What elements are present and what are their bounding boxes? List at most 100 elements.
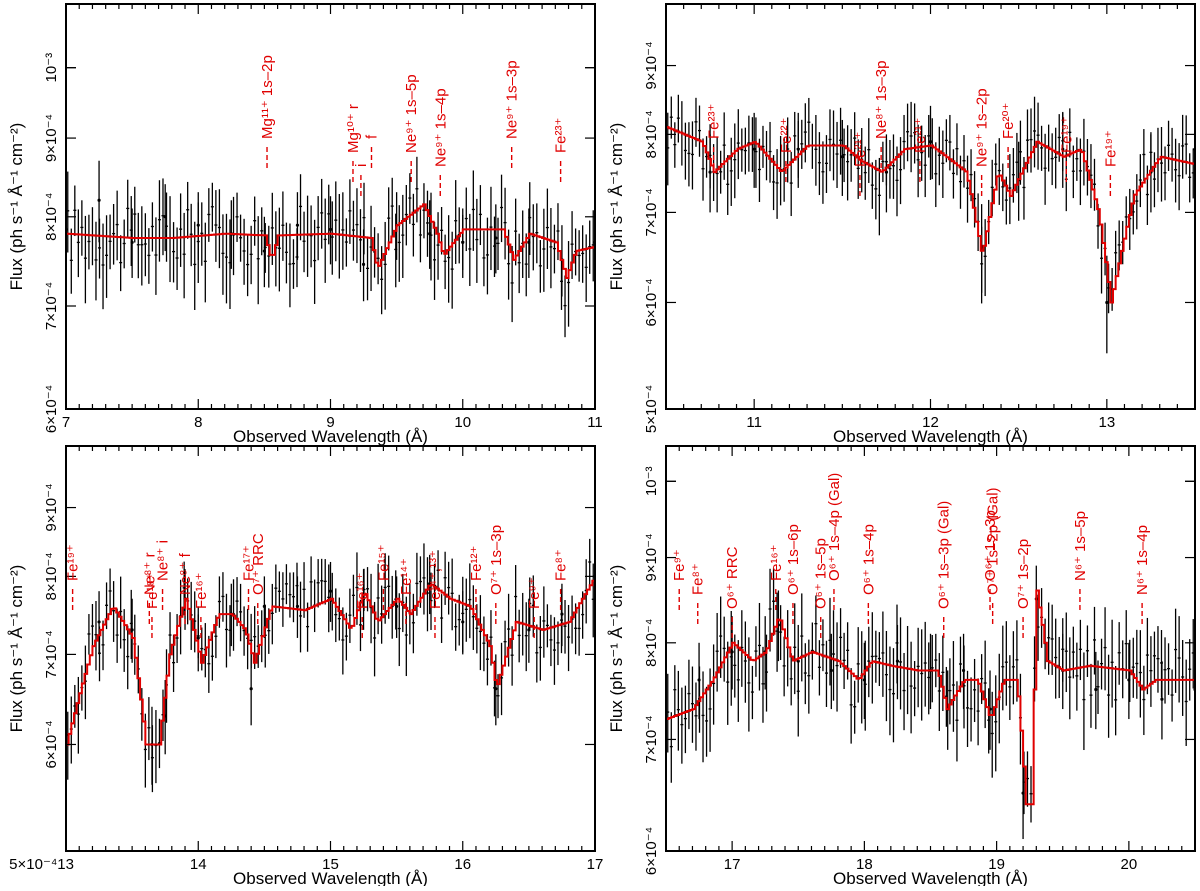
data-point <box>461 620 465 624</box>
data-point <box>97 198 101 202</box>
line-label: Fe¹⁶⁺ <box>193 572 210 609</box>
line-label: Ne⁹⁺ 1s–4p <box>432 88 449 167</box>
x-tick-label: 17 <box>724 856 741 873</box>
data-point <box>249 687 253 691</box>
line-label: i <box>353 164 370 167</box>
data-point <box>796 659 800 663</box>
data-point <box>163 215 167 219</box>
data-point <box>840 155 844 159</box>
line-label: Fe⁸⁺ <box>553 549 570 581</box>
line-label: O⁶⁺ RRC <box>724 546 741 609</box>
x-tick-label: 17 <box>587 856 604 873</box>
plot-area <box>66 538 595 793</box>
model-curve <box>66 576 595 746</box>
data-point <box>708 170 712 174</box>
line-label: Fe¹⁶⁺ <box>768 544 785 581</box>
data-point <box>829 668 833 673</box>
y-tick-label: 5×10⁻⁴ <box>643 385 660 433</box>
line-label: Fe⁸⁺ <box>690 563 707 595</box>
data-point <box>730 650 734 654</box>
x-tick-label: 10 <box>454 414 471 431</box>
x-tick-label: 16 <box>454 856 471 873</box>
x-tick-label: 14 <box>190 856 207 873</box>
x-axis-label: Observed Wavelength (Å) <box>833 869 1028 886</box>
data-point <box>328 589 333 593</box>
model-curve <box>666 126 1195 304</box>
line-label: O⁶⁺ 1s–4p (Gal) <box>826 473 843 581</box>
line-label: Fe¹⁴⁺,¹³⁺ <box>427 550 444 609</box>
x-axis-label: Observed Wavelength (Å) <box>233 869 428 886</box>
line-label: Fe²³⁺ <box>553 118 570 153</box>
line-label: Fe⁹⁺ <box>526 577 543 609</box>
line-label: Fe¹²⁺ <box>468 546 485 581</box>
line-label: Fe²²⁺ <box>778 118 795 153</box>
y-tick-label: 6×10⁻⁴ <box>43 720 60 768</box>
line-label: O⁶⁺ 1s–3p (Gal) <box>936 501 953 609</box>
x-tick-label: 20 <box>1121 856 1138 873</box>
line-label: f <box>363 134 380 139</box>
line-label: Fe¹⁵⁺ <box>375 544 392 581</box>
panel-top-left: 7 8 9 10 11 6×10⁻⁴ 7×10⁻⁴ 8×10⁻⁴ 9×10⁻⁴ 10⁻³ Obser… <box>7 3 603 446</box>
line-label: Fe²¹⁺ <box>912 118 929 153</box>
y-tick-label: 8×10⁻⁴ <box>43 193 60 241</box>
y-tick-label: 7×10⁻⁴ <box>43 630 60 678</box>
line-label: O⁶⁺ 1s–5p <box>813 538 830 609</box>
line-label: Fe⁹⁺ <box>671 549 688 581</box>
panel-bottom-left: 5×10⁻⁴13 14 15 16 17 6×10⁻⁴ 7×10⁻⁴ 8×10⁻⁴ 9×10⁻⁴… <box>7 445 604 888</box>
data-point <box>328 227 333 232</box>
x-tick-label: 5×10⁻⁴13 <box>9 856 74 873</box>
y-axis-label: Flux (ph s⁻¹ Å⁻¹ cm⁻²) <box>7 565 26 733</box>
line-label: Ne⁸⁺ f <box>177 552 194 595</box>
data-point <box>130 628 134 632</box>
y-tick-label: 9×10⁻⁴ <box>43 114 60 162</box>
line-label: Mg¹⁰⁺ r <box>345 104 362 153</box>
y-tick-label: 6×10⁻⁴ <box>643 278 660 326</box>
y-axis-label: Flux (ph s⁻¹ Å⁻¹ cm⁻²) <box>607 123 626 291</box>
data-point <box>494 236 498 240</box>
panel-top-right: 11 12 13 5×10⁻⁴ 6×10⁻⁴ 7×10⁻⁴ 8×10⁻⁴ 9×10⁻⁴ Obse… <box>607 3 1196 446</box>
x-tick-label: 11 <box>746 414 762 431</box>
data-point <box>295 604 300 608</box>
x-tick-label: 15 <box>322 856 339 873</box>
data-point <box>130 240 134 244</box>
line-label: N⁶⁺ 1s–5p <box>1072 511 1089 581</box>
line-label: Ne⁸⁺ i <box>155 540 172 581</box>
line-annotations: Fe⁹⁺ Fe⁸⁺ O⁶⁺ RRC Fe¹⁶⁺ O⁶⁺ 1s–6p O⁶⁺ 1s–5pO⁶… <box>671 473 1151 639</box>
x-tick-label: 19 <box>988 856 1005 873</box>
line-label: O⁷⁺ 1s–3p <box>488 525 505 595</box>
line-label: Ne⁹⁺ 1s–5p <box>403 74 420 153</box>
data-point <box>1021 791 1025 795</box>
data-point <box>196 223 200 227</box>
data-point <box>527 628 531 632</box>
line-label: Fe²³⁺ <box>706 104 723 139</box>
data-point <box>961 668 966 673</box>
data-point <box>697 678 701 682</box>
line-label: O⁶⁺ 1s–3p <box>982 510 999 581</box>
x-tick-label: 18 <box>856 856 873 873</box>
x-tick-label: 7 <box>62 414 70 431</box>
y-tick-label: 8×10⁻⁴ <box>43 552 60 600</box>
plot-area <box>66 156 595 338</box>
data-point <box>461 240 465 244</box>
model-curve <box>666 589 1195 806</box>
y-tick-label: 9×10⁻⁴ <box>643 41 660 89</box>
plot-frame <box>665 3 1196 410</box>
data-point <box>862 678 866 682</box>
line-label: Fe¹⁴⁺ <box>398 558 415 595</box>
y-tick-label: 6×10⁻⁴ <box>43 385 60 433</box>
x-tick-label: 13 <box>1098 414 1115 431</box>
data-point <box>262 604 266 608</box>
line-label: Fe¹⁹⁺ <box>1102 130 1119 167</box>
y-tick-label: 10⁻³ <box>43 53 60 83</box>
x-tick-label: 8 <box>194 414 202 431</box>
line-label: Mg¹¹⁺ 1s–2p <box>259 55 276 139</box>
line-label: O⁷⁺ RRC <box>250 533 267 595</box>
x-axis-label: Observed Wavelength (Å) <box>833 427 1028 446</box>
line-label: Fe¹⁸⁺ <box>144 572 161 609</box>
line-label: O⁶⁺ 1s–4p <box>860 524 877 595</box>
y-tick-label: 7×10⁻⁴ <box>43 282 60 330</box>
line-label: Fe¹⁹⁺ <box>65 544 82 581</box>
data-point <box>428 232 432 236</box>
